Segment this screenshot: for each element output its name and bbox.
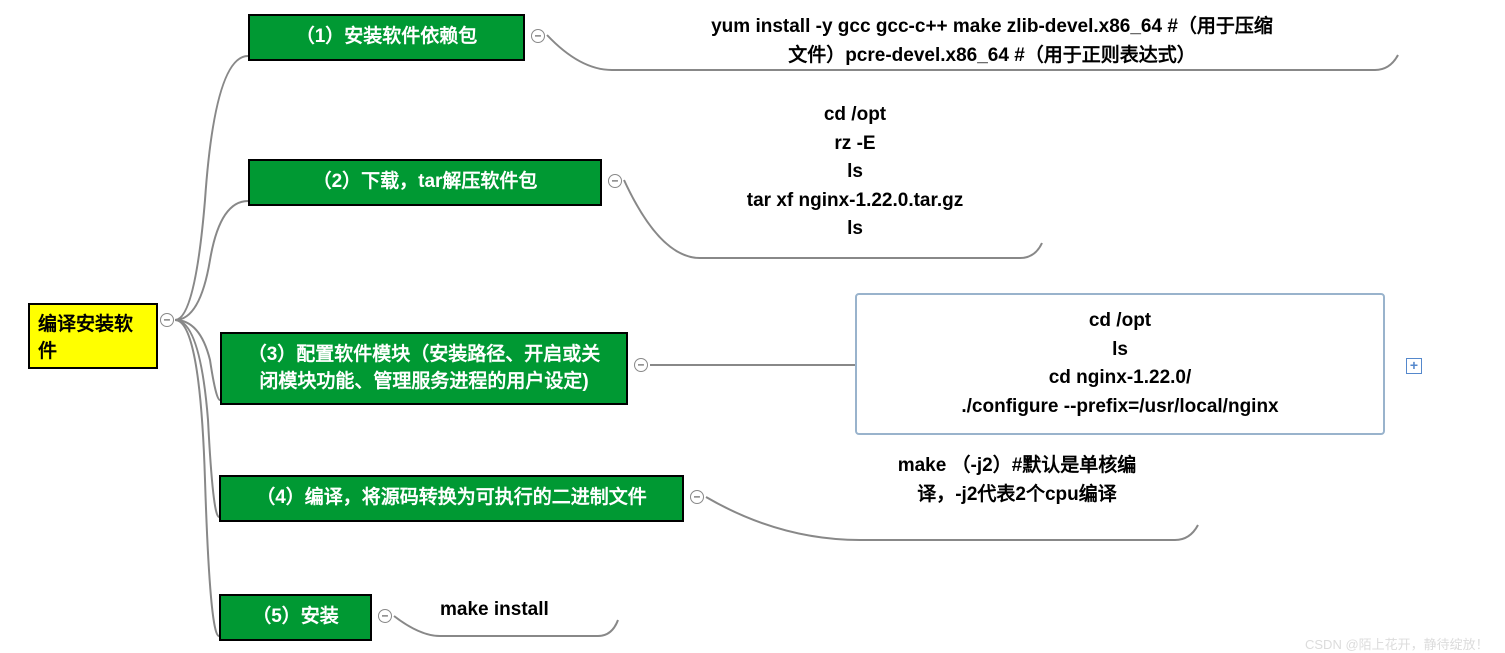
collapse-icon[interactable]: – (608, 174, 622, 188)
detail-line: cd /opt (1089, 310, 1151, 331)
expand-icon[interactable]: + (1406, 358, 1422, 374)
detail-line: cd nginx-1.22.0/ (1049, 367, 1192, 388)
step-node-3[interactable]: （3）配置软件模块（安装路径、开启或关 闭模块功能、管理服务进程的用户设定) (220, 332, 628, 405)
root-node[interactable]: 编译安装软件 (28, 303, 158, 369)
detail-line: make （-j2）#默认是单核编 (898, 455, 1137, 476)
step-detail-4: make （-j2）#默认是单核编 译，-j2代表2个cpu编译 (862, 452, 1172, 509)
detail-line: cd /opt (824, 104, 886, 125)
detail-line: make install (440, 599, 549, 620)
collapse-icon[interactable]: – (160, 313, 174, 327)
step-node-4[interactable]: （4）编译，将源码转换为可执行的二进制文件 (219, 475, 684, 522)
collapse-icon[interactable]: – (378, 609, 392, 623)
watermark-text: CSDN @陌上花开，静待绽放！ (1305, 634, 1489, 653)
detail-line: rz -E (834, 133, 875, 154)
detail-line: 文件）pcre-devel.x86_64 #（用于正则表达式） (788, 45, 1196, 66)
detail-line: ls (1112, 339, 1128, 360)
detail-line: yum install -y gcc gcc-c++ make zlib-dev… (711, 16, 1273, 37)
step-detail-3-selected[interactable]: cd /opt ls cd nginx-1.22.0/ ./configure … (855, 293, 1385, 435)
step-detail-2: cd /opt rz -E ls tar xf nginx-1.22.0.tar… (705, 101, 1005, 244)
detail-line: ls (847, 218, 863, 239)
detail-line: ./configure --prefix=/usr/local/nginx (961, 396, 1278, 417)
collapse-icon[interactable]: – (634, 358, 648, 372)
step-node-1[interactable]: （1）安装软件依赖包 (248, 14, 525, 61)
detail-line: tar xf nginx-1.22.0.tar.gz (747, 190, 963, 211)
step-node-2[interactable]: （2）下载，tar解压软件包 (248, 159, 602, 206)
step-detail-1: yum install -y gcc gcc-c++ make zlib-dev… (612, 13, 1372, 70)
detail-line: 译，-j2代表2个cpu编译 (917, 484, 1117, 505)
collapse-icon[interactable]: – (531, 29, 545, 43)
step-node-5[interactable]: （5）安装 (219, 594, 372, 641)
detail-line: ls (847, 161, 863, 182)
step-detail-5: make install (440, 596, 595, 625)
collapse-icon[interactable]: – (690, 490, 704, 504)
